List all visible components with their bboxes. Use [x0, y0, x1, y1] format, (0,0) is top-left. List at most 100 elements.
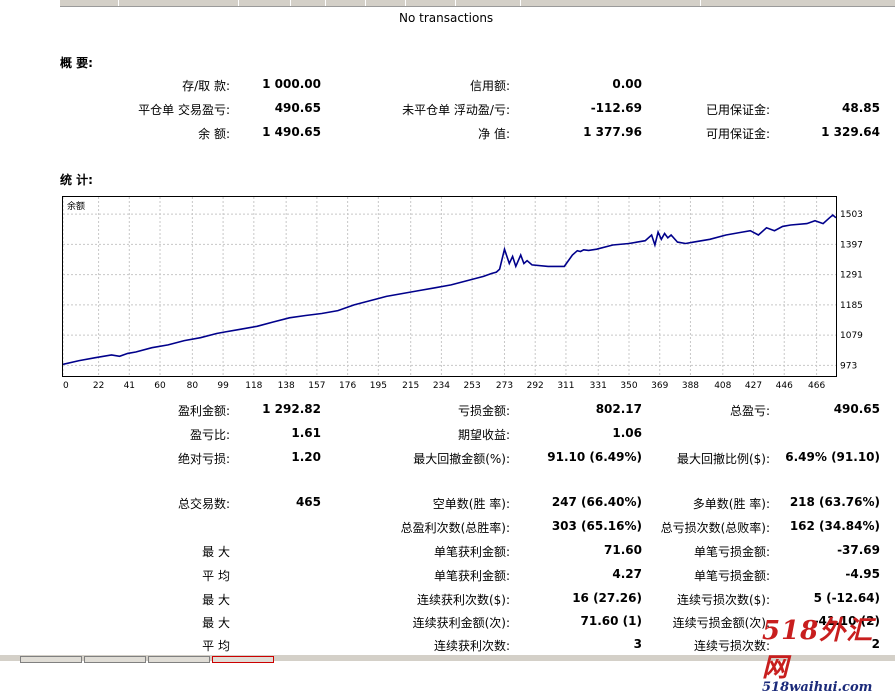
- stat-label: 连续获利次数($):: [416, 593, 510, 607]
- summary-value: 1 000.00: [262, 77, 321, 91]
- stat-value: 465: [295, 495, 321, 509]
- stat-value: 162 (34.84%): [789, 519, 880, 533]
- summary-value: 1 490.65: [262, 125, 321, 139]
- summary-label: 余 额:: [198, 127, 230, 141]
- summary-value: 1 329.64: [821, 125, 880, 139]
- stat-label: 连续亏损次数($):: [676, 593, 770, 607]
- balance-chart: 余额: [62, 196, 837, 377]
- stat-label: 平 均: [202, 639, 230, 653]
- site-watermark: 518外汇网 518waihui.com: [762, 616, 874, 695]
- summary-title: 概 要:: [60, 56, 93, 70]
- y-tick-label: 1079: [840, 331, 863, 341]
- stat-label: 最 大: [202, 616, 230, 630]
- stat-label: 总交易数:: [177, 497, 230, 511]
- stat-value: 218 (63.76%): [789, 495, 880, 509]
- x-tick-label: 427: [745, 381, 762, 391]
- stat-label: 总盈亏:: [729, 404, 770, 418]
- x-tick-label: 138: [278, 381, 295, 391]
- summary-label: 平仓单 交易盈亏:: [138, 103, 230, 117]
- stat-value: 91.10 (6.49%): [547, 450, 642, 464]
- y-tick-label: 1503: [840, 210, 863, 220]
- summary-label: 已用保证金:: [705, 103, 770, 117]
- x-tick-label: 176: [339, 381, 356, 391]
- stat-value: 6.49% (91.10): [785, 450, 880, 464]
- stat-value: 490.65: [833, 402, 880, 416]
- x-tick-label: 311: [557, 381, 574, 391]
- stat-value: 1.20: [291, 450, 321, 464]
- x-tick-label: 99: [217, 381, 229, 391]
- summary-value: 0.00: [612, 77, 642, 91]
- summary-value: 48.85: [842, 101, 880, 115]
- stat-label: 单笔亏损金额:: [693, 545, 770, 559]
- stat-label: 最大回撤金额(%):: [413, 452, 510, 466]
- x-tick-label: 215: [402, 381, 419, 391]
- stat-label: 盈利金额:: [177, 404, 230, 418]
- stat-label: 单笔亏损金额:: [693, 569, 770, 583]
- stat-value: 5 (-12.64): [813, 591, 880, 605]
- stat-label: 连续获利次数:: [433, 639, 510, 653]
- x-tick-label: 253: [464, 381, 481, 391]
- stat-label: 单笔获利金额:: [433, 569, 510, 583]
- x-tick-label: 466: [808, 381, 825, 391]
- x-tick-label: 195: [370, 381, 387, 391]
- stat-label: 亏损金额:: [457, 404, 510, 418]
- x-tick-label: 350: [620, 381, 637, 391]
- stat-value: -41.10 (2): [813, 614, 880, 628]
- stat-value: 4.27: [612, 567, 642, 581]
- stat-label: 连续亏损次数:: [693, 639, 770, 653]
- table-header-strip: [60, 0, 895, 7]
- x-tick-label: 157: [308, 381, 325, 391]
- x-tick-label: 60: [154, 381, 166, 391]
- stat-label: 最 大: [202, 545, 230, 559]
- stat-label: 最大回撤比例($):: [676, 452, 770, 466]
- stat-label: 单笔获利金额:: [433, 545, 510, 559]
- stat-value: 71.60: [604, 543, 642, 557]
- x-tick-label: 388: [682, 381, 699, 391]
- stat-value: -4.95: [845, 567, 880, 581]
- x-tick-label: 273: [496, 381, 513, 391]
- y-tick-label: 1397: [840, 240, 863, 250]
- stat-label: 连续获利金额(次):: [412, 616, 510, 630]
- stat-label: 多单数(胜 率):: [692, 497, 770, 511]
- stat-value: 16 (27.26): [572, 591, 642, 605]
- stat-value: 802.17: [595, 402, 642, 416]
- x-tick-label: 41: [124, 381, 135, 391]
- stat-value: 2: [871, 637, 880, 651]
- x-tick-label: 0: [63, 381, 69, 391]
- y-tick-label: 973: [840, 361, 857, 371]
- stat-label: 空单数(胜 率):: [432, 497, 510, 511]
- stat-value: 3: [633, 637, 642, 651]
- summary-label: 未平仓单 浮动盈/亏:: [402, 103, 510, 117]
- x-tick-label: 331: [590, 381, 607, 391]
- stat-label: 最 大: [202, 593, 230, 607]
- stat-value: 303 (65.16%): [551, 519, 642, 533]
- balance-line: [63, 213, 836, 366]
- x-tick-label: 369: [651, 381, 668, 391]
- x-tick-label: 118: [245, 381, 262, 391]
- summary-value: 490.65: [274, 101, 321, 115]
- x-tick-label: 22: [93, 381, 104, 391]
- x-tick-label: 80: [187, 381, 199, 391]
- stat-label: 总亏损次数(总败率):: [660, 521, 770, 535]
- stat-label: 盈亏比:: [189, 428, 230, 442]
- stat-value: 1.06: [612, 426, 642, 440]
- stat-label: 绝对亏损:: [177, 452, 230, 466]
- stat-value: 247 (66.40%): [551, 495, 642, 509]
- stat-label: 平 均: [202, 569, 230, 583]
- chart-title: 余额: [67, 200, 85, 212]
- stat-value: 1.61: [291, 426, 321, 440]
- stat-label: 总盈利次数(总胜率):: [400, 521, 510, 535]
- stat-label: 期望收益:: [457, 428, 510, 442]
- summary-label: 信用额:: [469, 79, 510, 93]
- summary-label: 可用保证金:: [705, 127, 770, 141]
- stat-value: 1 292.82: [262, 402, 321, 416]
- balance-chart-plot: 余额: [63, 197, 836, 376]
- summary-value: 1 377.96: [583, 125, 642, 139]
- x-tick-label: 292: [527, 381, 544, 391]
- x-tick-label: 234: [433, 381, 450, 391]
- stat-value: 71.60 (1): [580, 614, 642, 628]
- stats-title: 统 计:: [60, 173, 93, 187]
- stat-label: 连续亏损金额(次):: [672, 616, 770, 630]
- empty-message: No transactions: [399, 11, 494, 25]
- y-tick-label: 1291: [840, 271, 863, 281]
